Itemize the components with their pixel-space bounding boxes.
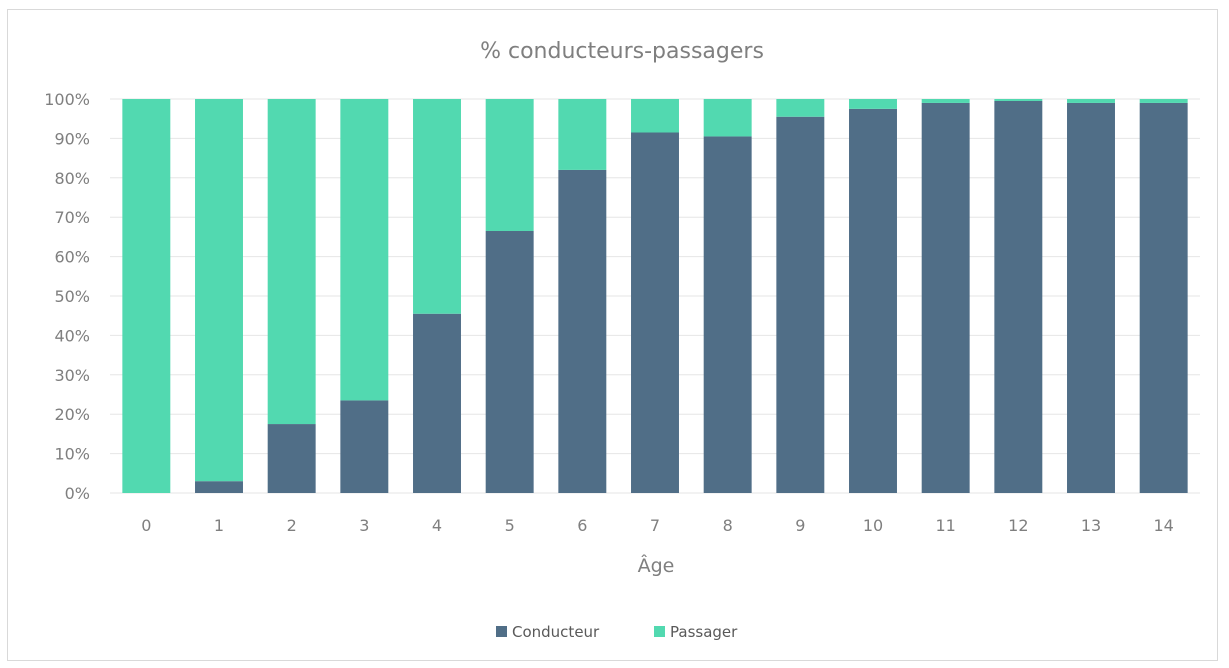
x-tick-label: 14 (1153, 516, 1173, 535)
bar-conducteur (267, 424, 316, 493)
bar-conducteur (703, 136, 752, 493)
x-tick-label: 5 (505, 516, 515, 535)
bar-conducteur (1067, 102, 1115, 493)
bar-passager (485, 99, 534, 231)
x-tick-label: 0 (141, 516, 151, 535)
legend-swatch (654, 626, 665, 637)
bar-passager (631, 99, 679, 133)
y-tick-label: 50% (54, 287, 90, 306)
x-tick-label: 1 (214, 516, 224, 535)
bar-conducteur (413, 313, 461, 493)
bar-conducteur (776, 116, 825, 493)
chart-title: % conducteurs-passagers (480, 39, 764, 64)
bar-passager (267, 99, 316, 425)
bar-passager (195, 99, 243, 482)
bar-conducteur (558, 169, 607, 494)
y-tick-label: 70% (54, 208, 90, 227)
bar-passager (1067, 99, 1115, 103)
bar-conducteur (994, 100, 1043, 493)
bar-passager (994, 99, 1043, 101)
y-tick-label: 90% (54, 129, 90, 148)
bar-conducteur (485, 230, 534, 494)
x-tick-label: 13 (1081, 516, 1101, 535)
y-tick-label: 0% (65, 484, 90, 503)
y-tick-label: 100% (44, 90, 90, 109)
y-tick-labels: 0% 10% 20% 30% 40% 50% 60% 70% 80% 90% 100% (44, 90, 90, 503)
y-tick-label: 30% (54, 366, 90, 385)
y-tick-label: 20% (54, 405, 90, 424)
legend-swatch (496, 626, 507, 637)
x-tick-label: 7 (650, 516, 660, 535)
x-tick-label: 12 (1008, 516, 1028, 535)
bar-passager (703, 99, 752, 137)
bar-passager (1139, 99, 1188, 103)
x-tick-label: 6 (577, 516, 587, 535)
bars (122, 99, 1188, 494)
bar-conducteur (921, 102, 970, 493)
bar-passager (921, 99, 970, 103)
bar-passager (776, 99, 825, 117)
x-tick-label: 11 (935, 516, 955, 535)
y-tick-label: 80% (54, 169, 90, 188)
legend-label: Passager (670, 623, 738, 641)
bar-passager (849, 99, 897, 109)
y-tick-label: 10% (54, 445, 90, 464)
bar-passager (558, 99, 607, 170)
x-tick-label: 2 (287, 516, 297, 535)
bar-conducteur (340, 400, 389, 493)
legend: Conducteur Passager (496, 623, 738, 641)
bar-conducteur (1139, 102, 1188, 493)
x-tick-labels: 0 1 2 3 4 5 6 7 8 9 10 11 12 13 14 (141, 516, 1174, 535)
bar-passager (340, 99, 389, 401)
x-tick-label: 4 (432, 516, 442, 535)
bar-conducteur (195, 481, 243, 493)
x-tick-label: 9 (795, 516, 805, 535)
x-tick-label: 10 (863, 516, 883, 535)
y-tick-label: 40% (54, 326, 90, 345)
bar-conducteur (631, 132, 679, 494)
bar-passager (122, 99, 171, 493)
x-axis-title: Âge (638, 554, 675, 577)
y-tick-label: 60% (54, 248, 90, 267)
bar-passager (413, 99, 461, 314)
bar-conducteur (849, 108, 897, 493)
x-tick-label: 8 (723, 516, 733, 535)
x-tick-label: 3 (359, 516, 369, 535)
legend-label: Conducteur (512, 623, 600, 641)
